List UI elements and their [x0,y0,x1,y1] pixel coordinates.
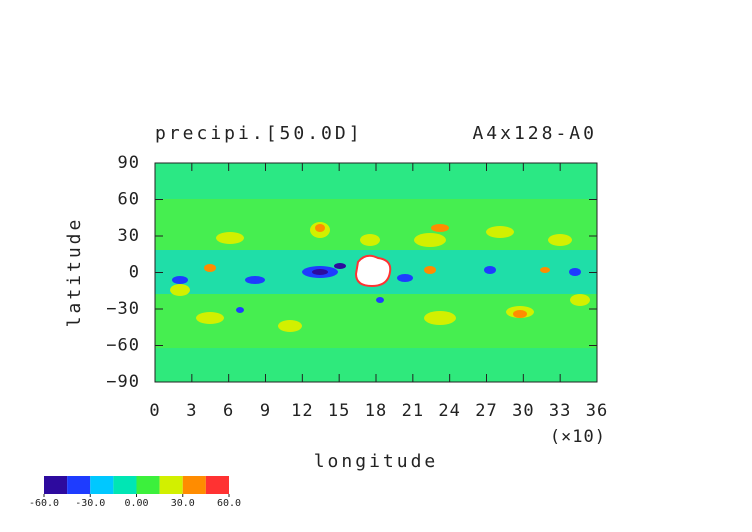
x-tick-label: 30 [512,401,534,421]
colorbar-box [44,476,68,494]
x-tick-label: 36 [586,401,608,421]
colorbar-label: 30.0 [171,498,195,509]
x-tick-label: 24 [438,401,460,421]
colorbar-box [113,476,137,494]
x-multiplier: (×10) [550,427,606,447]
chart-title: precipi.[50.0D] [155,123,363,144]
x-tick-label: 3 [186,401,197,421]
y-tick-label: 90 [118,153,140,173]
colorbar-label: -60.0 [29,498,59,509]
y-tick-label: 60 [118,190,140,210]
y-tick-label: 0 [129,263,140,283]
y-tick-label: −90 [106,372,140,392]
colorbar-box [90,476,114,494]
field [155,163,597,382]
y-axis-label: latitude [64,217,85,328]
colorbar-box [205,476,229,494]
x-tick-label: 15 [328,401,350,421]
x-tick-label: 27 [475,401,497,421]
field-blobs [312,263,346,275]
colorbar-box [136,476,160,494]
x-tick-label: 21 [402,401,424,421]
y-tick-label: −30 [106,299,140,319]
colorbar-label: 60.0 [217,498,241,509]
x-axis-label: longitude [314,451,439,472]
y-tick-label: −60 [106,336,140,356]
x-tick-label: 18 [365,401,387,421]
field-blobs [204,224,550,318]
x-tick-label: 33 [549,401,571,421]
x-tick-label: 6 [223,401,234,421]
field-blob [354,254,392,288]
chart-subtitle: A4x128-A0 [472,123,597,144]
y-tick-label: 30 [118,226,140,246]
x-tick-label: 9 [260,401,271,421]
colorbar-label: 0.00 [124,498,148,509]
colorbar-box [159,476,183,494]
colorbar-box [67,476,91,494]
x-tick-label: 12 [291,401,313,421]
colorbar-box [182,476,206,494]
x-tick-label: 0 [149,401,160,421]
colorbar-label: -30.0 [75,498,105,509]
